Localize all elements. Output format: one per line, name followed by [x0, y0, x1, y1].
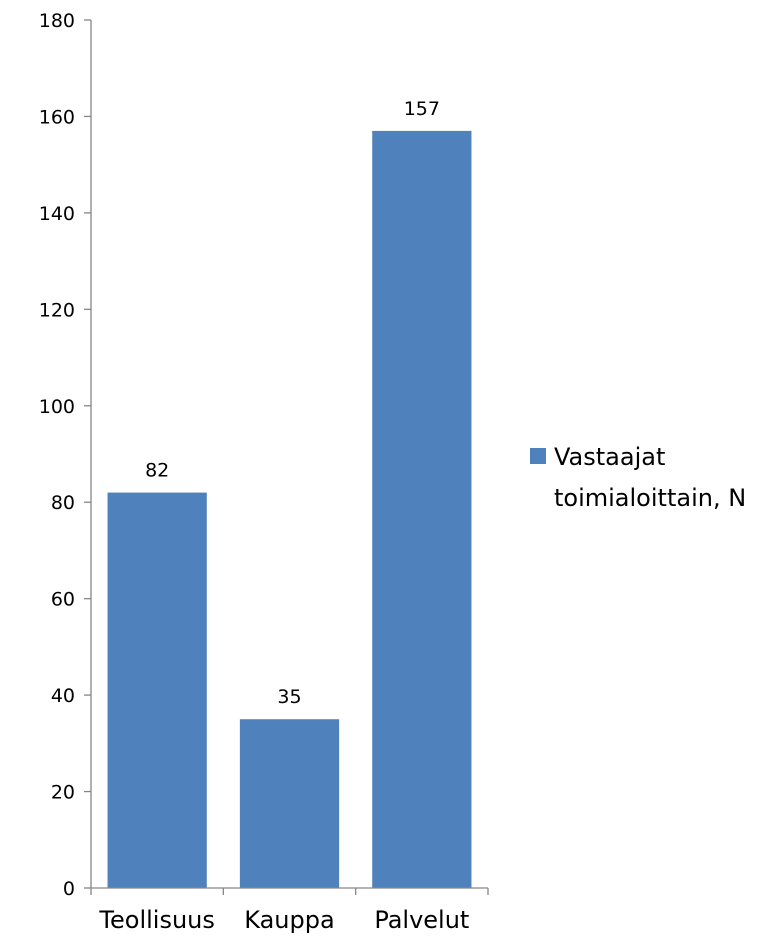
data-label-teollisuus: 82 [145, 460, 169, 482]
category-label-teollisuus: Teollisuus [98, 906, 214, 934]
y-tick-label: 40 [51, 685, 75, 707]
y-tick-label: 140 [39, 203, 75, 225]
y-tick-label: 180 [39, 10, 75, 32]
y-axis-ticks: 0 20 40 60 80 100 120 140 160 180 [39, 10, 91, 900]
data-label-kauppa: 35 [277, 686, 301, 708]
y-tick-label: 60 [51, 589, 75, 611]
data-label-palvelut: 157 [404, 98, 440, 120]
legend-label-line-1: Vastaajat [554, 443, 665, 471]
legend-label-line-2: toimialoittain, N [554, 484, 746, 512]
category-labels: Teollisuus Kauppa Palvelut [98, 906, 469, 934]
bar-kauppa [239, 719, 340, 888]
category-label-palvelut: Palvelut [374, 906, 469, 934]
bars [107, 130, 472, 888]
x-axis-ticks [90, 888, 489, 895]
bar-teollisuus [107, 492, 207, 888]
y-tick-label: 20 [51, 782, 75, 804]
data-labels: 82 35 157 [145, 98, 440, 708]
category-label-kauppa: Kauppa [244, 906, 334, 934]
legend: Vastaajat toimialoittain, N [530, 443, 746, 512]
y-tick-label: 0 [63, 878, 75, 900]
y-tick-label: 160 [39, 106, 75, 128]
y-tick-label: 120 [39, 299, 75, 321]
legend-swatch [530, 448, 546, 464]
y-tick-label: 80 [51, 492, 75, 514]
bar-palvelut [372, 130, 472, 888]
y-tick-label: 100 [39, 396, 75, 418]
